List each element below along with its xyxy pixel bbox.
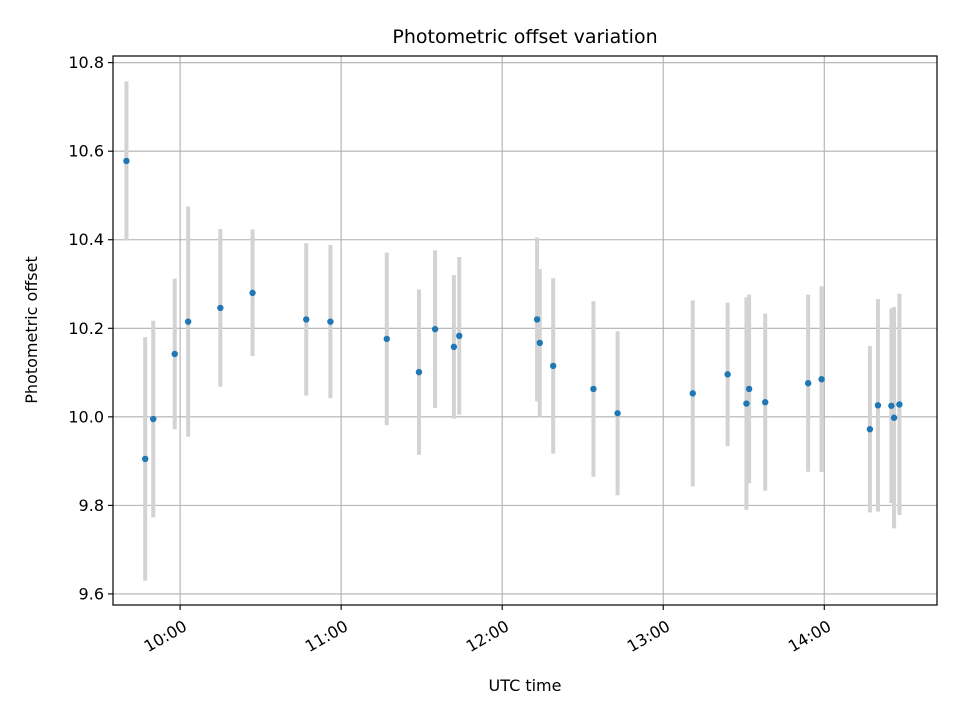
y-tick-label: 10.2	[68, 319, 104, 338]
data-point	[874, 402, 882, 409]
data-point	[804, 379, 812, 387]
data-point	[549, 362, 557, 370]
data-point	[590, 385, 597, 393]
data-point	[762, 399, 769, 406]
data-point	[383, 335, 390, 343]
data-point	[327, 318, 334, 325]
data-point	[456, 332, 463, 340]
data-point	[743, 400, 750, 407]
data-point	[249, 289, 256, 297]
data-point	[866, 426, 874, 433]
data-point	[171, 350, 178, 358]
data-point	[890, 414, 898, 421]
data-point	[614, 410, 621, 417]
y-tick-label: 9.6	[79, 584, 104, 603]
data-point	[896, 401, 903, 408]
data-point	[818, 376, 825, 383]
data-point	[303, 316, 310, 323]
chart-title: Photometric offset variation	[392, 26, 657, 48]
y-tick-label: 10.8	[68, 53, 104, 72]
y-tick-label: 10.4	[68, 230, 104, 249]
data-point	[142, 455, 149, 463]
data-point	[536, 339, 543, 347]
data-point	[745, 385, 753, 393]
x-axis-label: UTC time	[489, 676, 562, 695]
y-tick-label: 9.8	[79, 496, 104, 515]
data-point	[431, 325, 439, 333]
data-point	[150, 415, 157, 423]
y-axis-label: Photometric offset	[22, 256, 41, 404]
data-point	[217, 304, 224, 312]
plot-frame	[112, 55, 938, 606]
y-tick-label: 10.0	[68, 407, 104, 426]
data-point	[888, 402, 895, 409]
data-point	[415, 368, 423, 376]
data-point	[533, 316, 541, 323]
data-point	[184, 318, 192, 325]
data-point	[689, 390, 696, 397]
point-layer	[123, 157, 903, 463]
grid-layer	[113, 56, 937, 605]
data-point	[123, 157, 130, 165]
y-tick-label: 10.6	[68, 142, 104, 161]
data-point	[724, 371, 731, 378]
data-point	[450, 343, 458, 351]
